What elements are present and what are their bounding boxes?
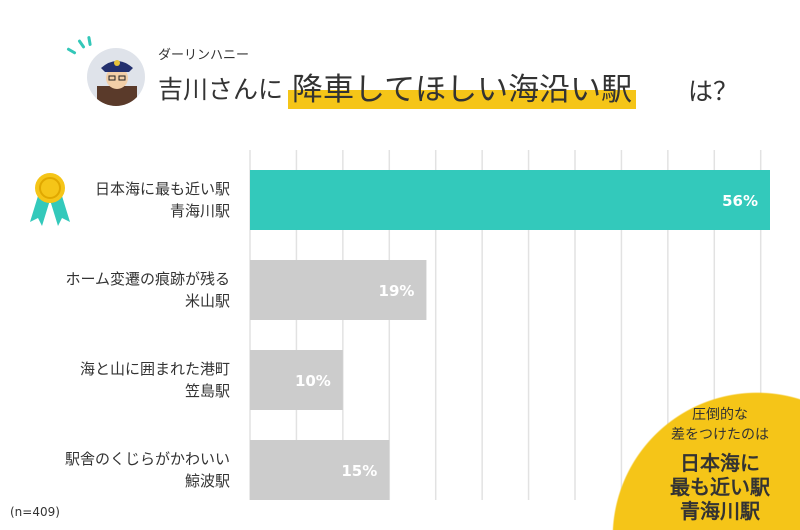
callout-line2: 差をつけたのは [671, 427, 769, 443]
category-label-line2: 笠島駅 [184, 382, 230, 400]
bar [250, 440, 390, 500]
data-label: 56% [722, 192, 758, 210]
category-label: 駅舎のくじらがかわいい鯨波駅 [65, 448, 230, 492]
callout-line1: 圧倒的な [692, 407, 748, 423]
category-label-line2: 青海川駅 [169, 202, 230, 220]
category-label: 海と山に囲まれた港町笠島駅 [80, 358, 230, 402]
callout-big1: 日本海に [680, 451, 760, 475]
data-label: 10% [295, 372, 331, 390]
bar [250, 170, 770, 230]
callout-big2: 最も近い駅 [670, 475, 770, 499]
callout-big3: 青海川駅 [680, 499, 760, 523]
category-label-line1: 海と山に囲まれた港町 [79, 360, 230, 378]
category-label-line1: ホーム変遷の痕跡が残る [65, 270, 230, 288]
category-label-line1: 日本海に最も近い駅 [94, 180, 230, 198]
category-label-line2: 鯨波駅 [184, 472, 230, 490]
data-label: 15% [341, 462, 377, 480]
category-label: 日本海に最も近い駅青海川駅 [95, 178, 230, 222]
callout-circle [612, 392, 800, 530]
bar [250, 350, 343, 410]
sample-size-note: (n=409) [10, 505, 60, 519]
medal-icon [30, 173, 70, 226]
category-label-line1: 駅舎のくじらがかわいい [64, 450, 230, 468]
subtitle: ダーリンハニー [158, 48, 250, 63]
avatar [87, 48, 145, 106]
bar [250, 260, 427, 320]
data-label: 19% [379, 282, 415, 300]
category-label: ホーム変遷の痕跡が残る米山駅 [65, 268, 230, 312]
title-prefix: 吉川さんに [158, 75, 284, 104]
title-highlight: 降車してほしい海沿い駅 [288, 64, 637, 109]
callout-text: 圧倒的な 差をつけたのは 日本海に 最も近い駅 青海川駅 [640, 405, 800, 523]
title-suffix: は？ [688, 77, 739, 106]
category-label-line2: 米山駅 [184, 292, 230, 310]
